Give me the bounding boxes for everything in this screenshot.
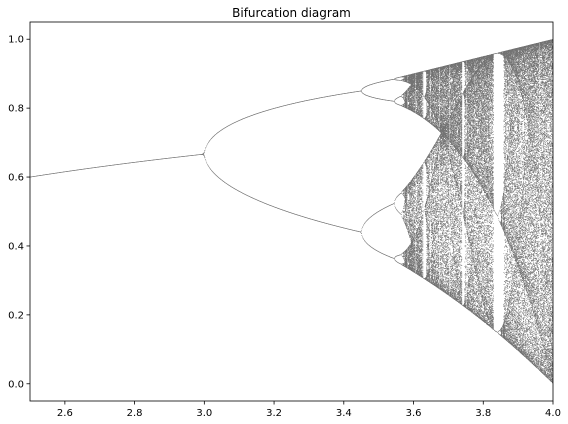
- x-tick-label: 4.0: [545, 408, 561, 419]
- chart-title: Bifurcation diagram: [232, 6, 351, 20]
- x-tick-label: 2.6: [57, 408, 73, 419]
- y-tick-label: 0.8: [8, 104, 24, 115]
- x-tick-label: 3.4: [336, 408, 352, 419]
- y-tick-label: 1.0: [8, 35, 24, 46]
- x-tick-label: 3.6: [406, 408, 422, 419]
- axes-frame: [29, 21, 554, 402]
- y-tick-label: 0.0: [8, 379, 24, 390]
- y-axis: 0.0 0.2 0.4 0.6 0.8 1.0: [8, 35, 30, 390]
- y-tick-label: 0.2: [8, 310, 24, 321]
- y-tick-label: 0.4: [8, 241, 24, 252]
- x-axis: 2.6 2.8 3.0 3.2 3.4 3.6 3.8 4.0: [57, 401, 561, 419]
- x-tick-label: 2.8: [127, 408, 143, 419]
- y-tick-label: 0.6: [8, 173, 24, 184]
- x-tick-label: 3.2: [266, 408, 282, 419]
- x-tick-label: 3.8: [475, 408, 491, 419]
- x-tick-label: 3.0: [196, 408, 212, 419]
